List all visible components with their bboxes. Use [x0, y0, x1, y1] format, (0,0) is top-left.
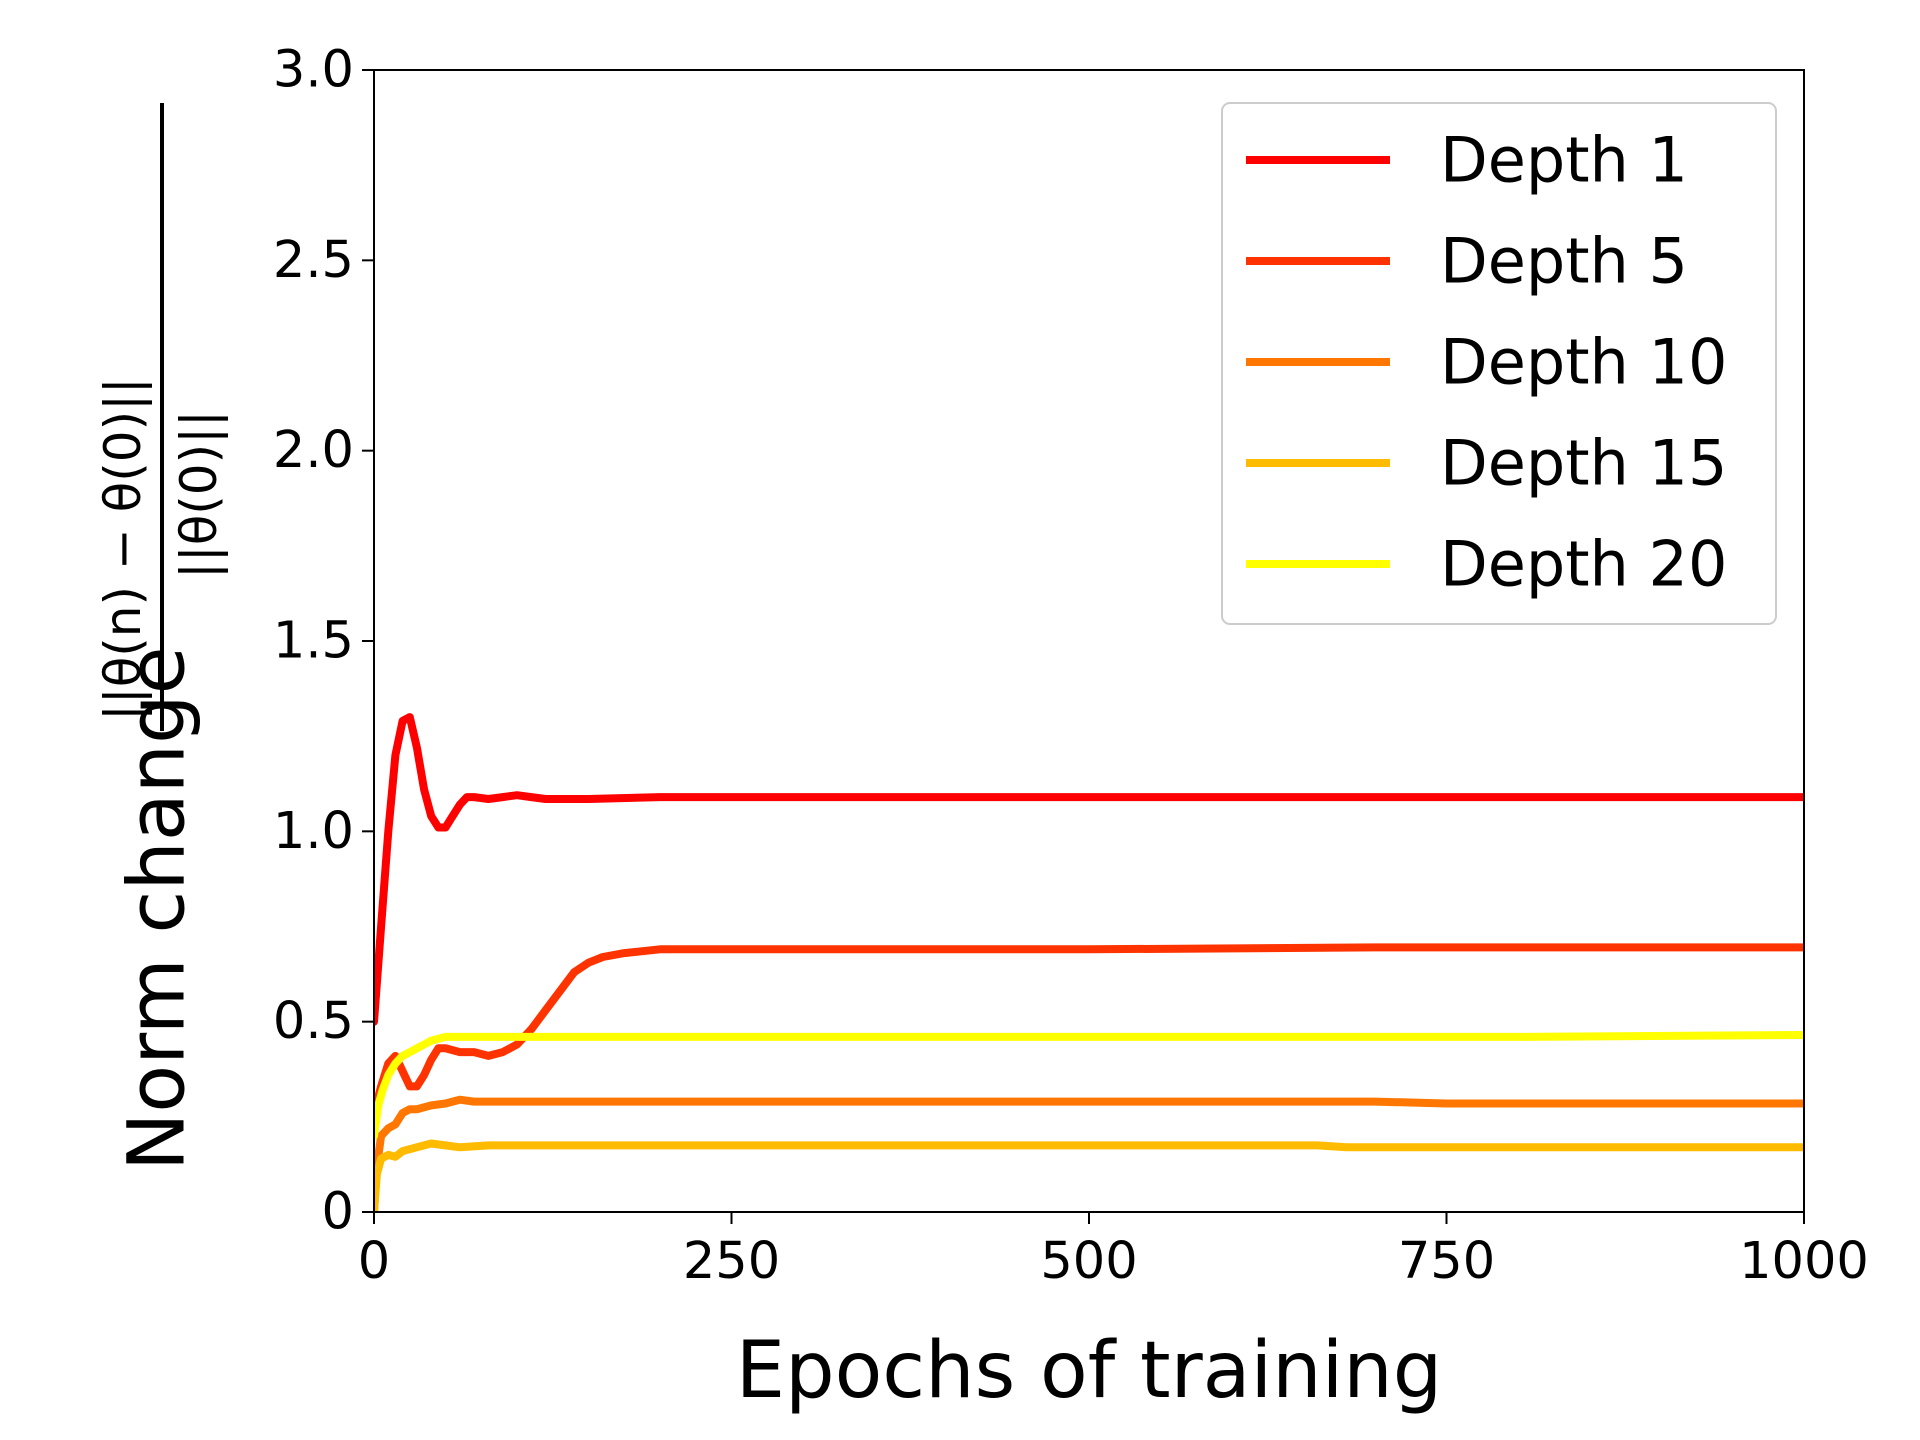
x-axis-label: Epochs of training: [736, 1326, 1442, 1416]
legend-label: Depth 10: [1440, 326, 1727, 399]
x-tick-label: 0: [358, 1232, 390, 1291]
legend-label: Depth 20: [1440, 528, 1727, 601]
series-line-depth-5: [374, 943, 1804, 1117]
x-tick-label: 500: [1040, 1232, 1137, 1291]
y-tick-label: 1.0: [273, 802, 354, 861]
y-tick-group: 0 0.5 1.0 1.5 2.0 2.5 3.0: [273, 41, 374, 1242]
series-line-depth-10: [374, 1095, 1804, 1212]
y-axis-label-prefix: Norm change: [112, 646, 202, 1171]
y-tick-label: 2.0: [273, 421, 354, 480]
y-axis-label: Norm change ||θ(n) − θ(0)|| ||θ(0)||: [94, 103, 228, 1171]
x-tick-label: 1000: [1739, 1232, 1869, 1291]
legend-label: Depth 5: [1440, 225, 1688, 298]
series-line-depth-15: [374, 1139, 1804, 1212]
legend-frame: [1221, 102, 1777, 625]
y-tick-label: 0.5: [273, 992, 354, 1051]
x-tick-label: 250: [683, 1232, 780, 1291]
legend-label: Depth 15: [1440, 427, 1727, 500]
y-tick-label: 1.5: [273, 612, 354, 671]
series-line-depth-20: [374, 1031, 1804, 1140]
legend: Depth 1 Depth 5 Depth 10 Depth 15 Depth 20: [1221, 102, 1777, 625]
y-axis-label-denominator: ||θ(0)||: [170, 410, 228, 579]
x-tick-group: 0 250 500 750 1000: [358, 1212, 1869, 1291]
y-axis-label-numerator: ||θ(n) − θ(0)||: [94, 377, 152, 721]
series-line-depth-1: [374, 713, 1804, 1026]
series-lines: [374, 713, 1804, 1212]
y-tick-label: 0: [322, 1183, 354, 1242]
legend-label: Depth 1: [1440, 124, 1688, 197]
x-tick-label: 750: [1398, 1232, 1495, 1291]
plot-frame: [373, 69, 1805, 1213]
y-tick-label: 3.0: [273, 41, 354, 100]
y-tick-label: 2.5: [273, 231, 354, 290]
legend-entries: Depth 1 Depth 5 Depth 10 Depth 15 Depth 20: [1246, 124, 1727, 601]
